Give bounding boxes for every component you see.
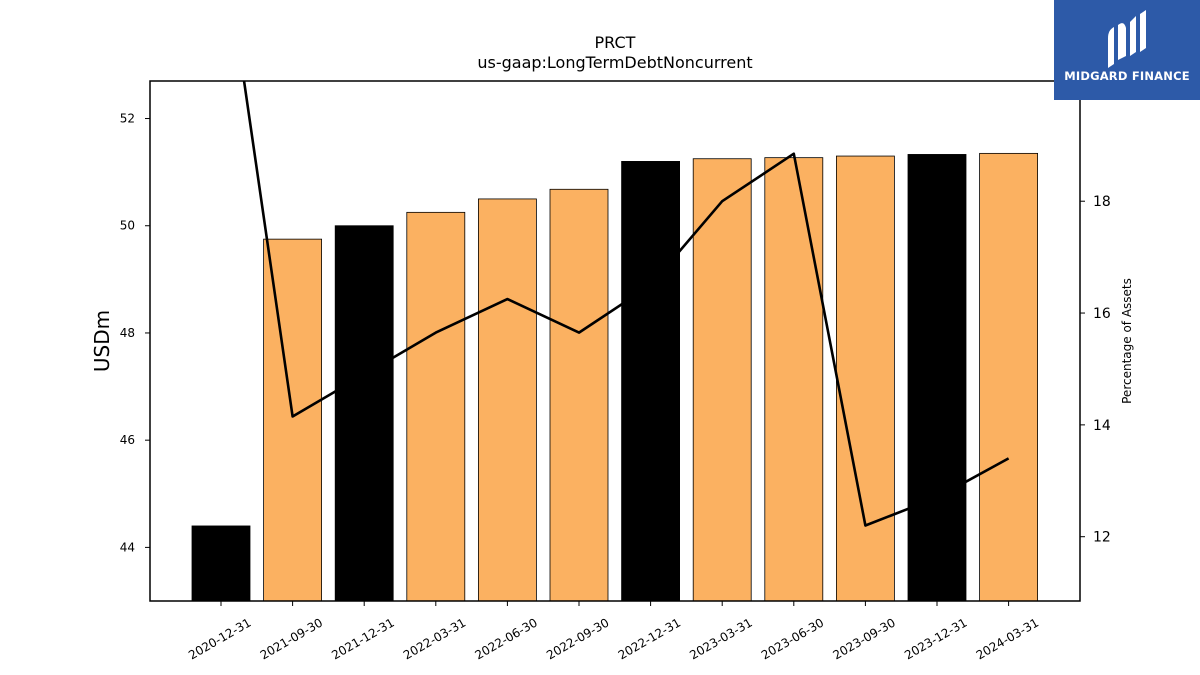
bar-2023-09-30 (836, 155, 895, 602)
bar-2022-06-30 (477, 198, 537, 602)
bar-2023-12-31 (907, 154, 967, 602)
bar-2023-06-30 (764, 157, 824, 602)
x-tick-label: 2022-03-31 (401, 615, 468, 662)
percentage-line (242, 81, 1010, 527)
chart-subtitle: us-gaap:LongTermDebtNoncurrent (477, 53, 752, 72)
midgard-logo-icon (1108, 10, 1146, 68)
y2-axis-label: Percentage of Assets (1120, 278, 1134, 404)
bar-group (191, 152, 1038, 602)
x-axis: 2020-12-31 2021-09-30 2021-12-31 2022-03-31… (186, 601, 1041, 662)
y-tick-label: 50 (120, 219, 135, 233)
y2-tick-label: 18 (1093, 194, 1111, 210)
bar-2022-12-31 (621, 161, 680, 602)
x-tick-label: 2022-12-31 (616, 615, 683, 662)
line-series (242, 81, 1010, 527)
y2-tick-label: 14 (1093, 418, 1111, 434)
y2-tick-label: 12 (1093, 530, 1111, 546)
y2-tick-label: 16 (1093, 306, 1111, 322)
y2-axis: 12 14 16 18 (1080, 194, 1111, 546)
bar-2021-12-31 (334, 225, 394, 602)
bar-2021-09-30 (263, 238, 323, 602)
bar-2022-09-30 (549, 188, 609, 602)
x-tick-label: 2022-06-30 (472, 615, 539, 662)
x-tick-label: 2023-12-31 (902, 615, 969, 662)
logo-text: MIDGARD FINANCE (1064, 69, 1190, 83)
plot-frame (149, 80, 1081, 602)
x-tick-label: 2024-03-31 (974, 615, 1041, 662)
bar-2024-03-31 (979, 152, 1038, 602)
x-tick-label: 2022-09-30 (544, 615, 611, 662)
x-tick-label: 2023-03-31 (687, 615, 754, 662)
x-tick-label: 2021-12-31 (329, 615, 396, 662)
brand-logo: MIDGARD FINANCE (1054, 0, 1200, 100)
y-tick-label: 44 (120, 540, 135, 554)
bar-2020-12-31 (191, 525, 251, 602)
bar-2022-03-31 (406, 211, 466, 602)
x-tick-label: 2023-06-30 (759, 615, 826, 662)
y-tick-label: 48 (120, 326, 135, 340)
x-tick-label: 2020-12-31 (186, 615, 253, 662)
x-tick-label: 2023-09-30 (830, 615, 897, 662)
y-axis-label: USDm (90, 310, 114, 372)
x-tick-label: 2021-09-30 (258, 615, 325, 662)
bar-2023-03-31 (692, 158, 752, 602)
y-tick-label: 52 (120, 112, 135, 126)
y-tick-label: 46 (120, 433, 135, 447)
chart-title: PRCT (595, 33, 636, 52)
y-axis: 44 46 48 50 52 (120, 112, 150, 554)
